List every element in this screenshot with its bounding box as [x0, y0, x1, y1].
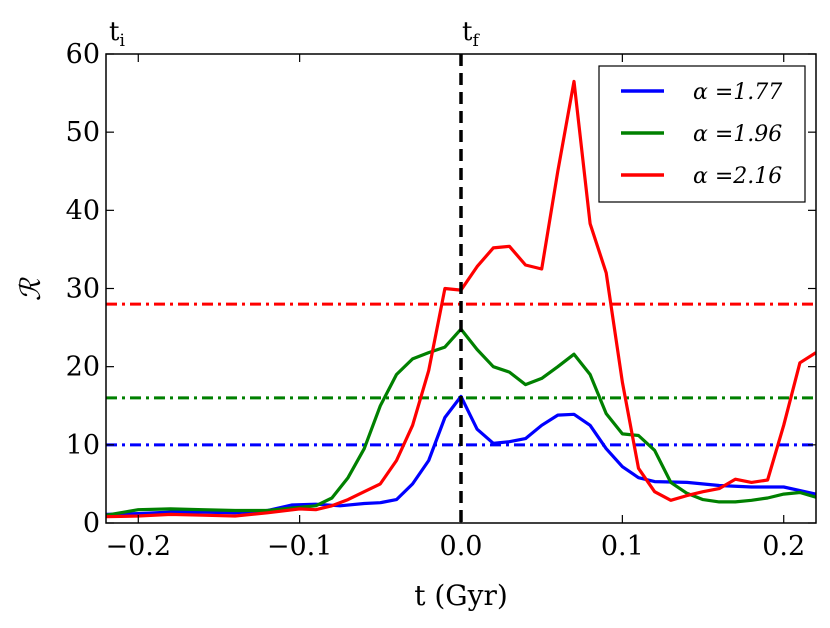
- legend-label-2: α =2.16: [693, 164, 782, 189]
- x-tick-label-0-2: 0.2: [762, 531, 805, 562]
- legend-label-1: α =1.96: [693, 122, 782, 147]
- x-tick-label-0-1: −0.1: [267, 531, 333, 562]
- y-tick-label-30: 30: [66, 274, 100, 305]
- x-tick-label-0: 0.0: [440, 531, 483, 562]
- legend-label-0: α =1.77: [693, 80, 782, 105]
- annotation-t-initial-main: t: [109, 17, 120, 47]
- y-tick-label-20: 20: [66, 352, 100, 383]
- y-axis-title: ℛ: [14, 277, 47, 301]
- legend: α =1.77 α =1.96 α =2.16: [598, 65, 806, 203]
- svg-text:tf: tf: [462, 17, 480, 51]
- annotation-t-initial: ti: [109, 17, 125, 51]
- annotation-t-final-sub: f: [472, 31, 480, 51]
- series-line-2: [106, 79, 816, 519]
- x-tick-label-0-1: 0.1: [601, 531, 644, 562]
- y-tick-label-0: 0: [83, 508, 100, 539]
- annotation-t-final: tf: [462, 17, 480, 51]
- x-tick-label-0-2: −0.2: [105, 531, 171, 562]
- tick-labels: −0.2 −0.1 0.0 0.1 0.2 0 10 20 30 40 50 60: [66, 39, 806, 562]
- y-tick-label-40: 40: [66, 195, 100, 226]
- y-tick-label-10: 10: [66, 430, 100, 461]
- legend-box: [598, 65, 806, 203]
- annotation-t-initial-sub: i: [119, 31, 125, 51]
- x-axis-title: t (Gyr): [414, 579, 508, 612]
- annotation-t-final-main: t: [462, 17, 473, 47]
- series-layer: [106, 79, 816, 519]
- y-tick-label-50: 50: [66, 117, 100, 148]
- svg-text:ti: ti: [109, 17, 125, 51]
- ticks: [106, 53, 816, 524]
- y-tick-label-60: 60: [66, 39, 100, 70]
